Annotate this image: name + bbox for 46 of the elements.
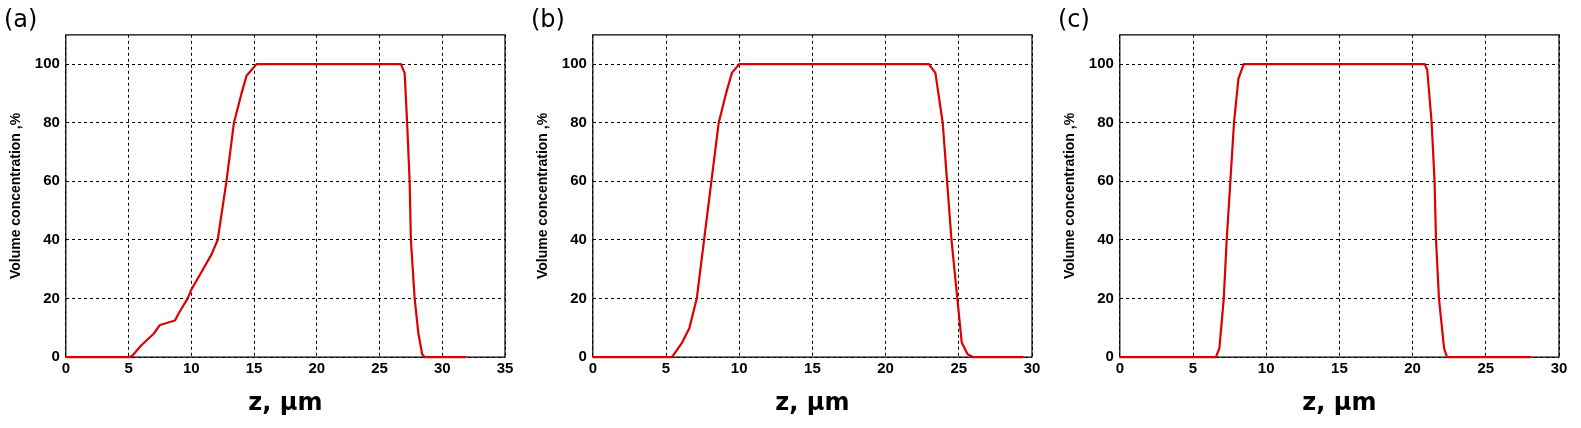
y-tick-label: 60: [43, 171, 60, 189]
chart-title: (b): [531, 4, 565, 33]
y-axis-title: Volume concentration ,%: [7, 112, 24, 280]
y-tick-label: 100: [1088, 54, 1114, 72]
x-tick-label: 15: [1331, 359, 1348, 377]
x-tick-label: 5: [124, 359, 133, 377]
x-tick-label: 15: [804, 359, 821, 377]
y-tick-label: 0: [51, 347, 60, 365]
y-tick-label: 100: [561, 54, 587, 72]
y-tick-label: 60: [1097, 171, 1114, 189]
chart-title: (c): [1058, 4, 1090, 33]
y-tick-label: 100: [34, 54, 60, 72]
y-tick-label: 60: [570, 171, 587, 189]
y-tick-label: 40: [1097, 230, 1114, 248]
x-tick-label: 20: [1404, 359, 1421, 377]
x-axis-title: z, μm: [248, 387, 323, 416]
y-tick-label: 0: [578, 347, 587, 365]
y-tick-label: 80: [570, 112, 587, 130]
x-tick-label: 30: [433, 359, 451, 377]
x-tick-label: 25: [950, 359, 968, 377]
x-tick-label: 20: [877, 359, 894, 377]
x-tick-label: 30: [1023, 359, 1041, 377]
y-tick-label: 80: [1097, 112, 1114, 130]
x-tick-label: 25: [1477, 359, 1495, 377]
y-axis-title: Volume concentration ,%: [1061, 112, 1078, 280]
y-tick-label: 80: [43, 112, 60, 130]
x-tick-label: 15: [245, 359, 263, 377]
x-axis-title: z, μm: [775, 387, 850, 416]
y-tick-label: 40: [570, 230, 587, 248]
x-axis-title: z, μm: [1302, 387, 1377, 416]
x-tick-label: 25: [371, 359, 388, 377]
y-tick-label: 20: [1097, 288, 1114, 306]
y-tick-label: 40: [43, 230, 60, 248]
chart-title: (a): [4, 4, 38, 33]
x-tick-label: 5: [661, 359, 671, 377]
y-tick-label: 20: [570, 288, 587, 306]
x-tick-label: 10: [1257, 359, 1275, 377]
x-tick-label: 10: [182, 359, 200, 377]
x-tick-label: 10: [730, 359, 748, 377]
x-tick-label: 35: [496, 359, 514, 377]
x-tick-label: 30: [1550, 359, 1568, 377]
y-axis-title: Volume concentration ,%: [534, 112, 551, 280]
x-tick-label: 5: [1188, 359, 1198, 377]
x-tick-label: 20: [308, 359, 326, 377]
y-tick-label: 20: [43, 288, 60, 306]
y-tick-label: 0: [1105, 347, 1114, 365]
